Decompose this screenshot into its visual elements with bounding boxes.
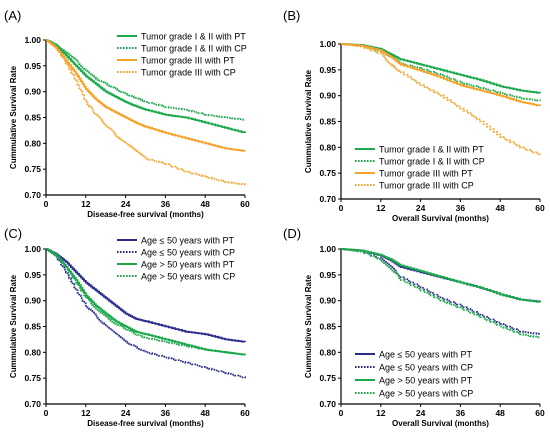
y-tick-label: 0.95 — [319, 65, 336, 75]
series-line-2 — [46, 248, 246, 379]
y-axis-title: Cummulative Survival Rate — [304, 69, 313, 173]
legend-label: Tumor grade III with PT — [379, 169, 473, 179]
y-tick-label: 0.85 — [24, 322, 41, 332]
x-tick-label: 0 — [339, 203, 344, 213]
y-tick-label: 1.00 — [24, 244, 41, 254]
x-tick-label: 48 — [200, 199, 210, 209]
x-tick-label: 0 — [44, 199, 49, 209]
chart-panel-d: (D) 0.70 0.75 0.80 0.85 0.90 0.95 1.00 0 12 24 36 48… — [283, 226, 545, 428]
series-line-2 — [341, 248, 541, 335]
legend-label: Tumor grade III with CP — [141, 68, 236, 78]
y-tick-label: 1.00 — [319, 39, 336, 49]
x-tick-label: 12 — [376, 203, 386, 213]
series-line-1 — [46, 248, 246, 343]
x-tick-label: 0 — [339, 408, 344, 418]
legend-label: Age > 50 years with CP — [379, 389, 473, 399]
x-tick-label: 48 — [495, 203, 505, 213]
x-tick-label: 60 — [535, 203, 545, 213]
series-line-4 — [46, 248, 246, 356]
y-axis-title: Cummulative Survival Rate — [9, 65, 18, 169]
series-line-3 — [46, 39, 246, 152]
series-line-4 — [341, 43, 541, 156]
x-tick-label: 48 — [200, 408, 210, 418]
y-tick-label: 0.90 — [24, 296, 41, 306]
x-tick-label: 48 — [495, 408, 505, 418]
legend-label: Tumor grade I & II with CP — [141, 44, 247, 54]
y-tick-label: 0.80 — [319, 347, 336, 357]
y-tick-label: 0.75 — [24, 373, 41, 383]
series-line-2 — [341, 43, 541, 102]
y-tick-label: 0.85 — [319, 322, 336, 332]
y-tick-label: 0.75 — [319, 168, 336, 178]
series-line-3 — [341, 248, 541, 303]
legend-label: Tumor grade I & II with PT — [141, 32, 246, 42]
y-tick-label: 0.85 — [319, 117, 336, 127]
panel-label: (A) — [4, 8, 21, 23]
y-axis-title: Cummulative Survival Rate — [304, 274, 313, 378]
x-tick-label: 12 — [81, 408, 91, 418]
x-tick-label: 24 — [121, 199, 131, 209]
y-tick-label: 0.70 — [24, 399, 41, 409]
x-tick-label: 36 — [161, 408, 171, 418]
x-axis-title: Disease-free survival (months) — [87, 210, 204, 219]
chart-panel-b: (B) 0.70 0.75 0.80 0.85 0.90 0.95 1.00 0 12 24 36 48… — [283, 8, 545, 223]
x-tick-label: 12 — [81, 199, 91, 209]
x-tick-label: 60 — [240, 408, 250, 418]
y-tick-label: 0.95 — [24, 270, 41, 280]
y-tick-label: 0.80 — [319, 142, 336, 152]
chart-panel-c: (C) 0.70 0.75 0.80 0.85 0.90 0.95 1.00 0 12 24 36 48… — [4, 226, 250, 428]
y-tick-label: 0.90 — [319, 91, 336, 101]
y-tick-label: 0.70 — [319, 194, 336, 204]
y-tick-label: 0.70 — [319, 399, 336, 409]
x-tick-label: 12 — [376, 408, 386, 418]
legend-label: Age ≤ 50 years with PT — [379, 350, 472, 360]
y-tick-label: 1.00 — [319, 244, 336, 254]
x-tick-label: 36 — [161, 199, 171, 209]
series-line-2 — [46, 39, 246, 121]
y-tick-label: 0.95 — [24, 61, 41, 71]
y-axis-title: Cummulative Survival Rate — [9, 274, 18, 378]
y-tick-label: 0.90 — [319, 296, 336, 306]
legend-label: Age > 50 years with PT — [379, 376, 473, 386]
x-tick-label: 0 — [44, 408, 49, 418]
series-line-4 — [46, 39, 246, 186]
y-tick-label: 0.80 — [24, 347, 41, 357]
legend-label: Age ≤ 50 years with PT — [141, 236, 234, 246]
x-tick-label: 24 — [416, 203, 426, 213]
chart-panel-a: (A) 0.70 0.75 0.80 0.85 0.90 0.95 1.00 0 12 24 36 48… — [4, 8, 250, 219]
x-tick-label: 36 — [456, 408, 466, 418]
x-tick-label: 60 — [535, 408, 545, 418]
legend-label: Tumor grade I & II with CP — [379, 157, 485, 167]
y-tick-label: 1.00 — [24, 35, 41, 45]
series-line-3 — [341, 43, 541, 107]
y-tick-label: 0.95 — [319, 270, 336, 280]
legend-label: Age ≤ 50 years with CP — [141, 248, 235, 258]
x-tick-label: 24 — [416, 408, 426, 418]
legend-label: Age > 50 years with CP — [141, 272, 235, 282]
panel-label: (C) — [4, 226, 22, 241]
y-tick-label: 0.90 — [24, 87, 41, 97]
y-tick-label: 0.75 — [24, 164, 41, 174]
legend-label: Tumor grade III with CP — [379, 181, 474, 191]
legend-label: Tumor grade I & II with PT — [379, 145, 484, 155]
legend-label: Tumor grade III with PT — [141, 56, 235, 66]
x-tick-label: 24 — [121, 408, 131, 418]
legend-label: Age > 50 years with PT — [141, 260, 235, 270]
x-axis-title: Disease-free survival (months) — [87, 419, 204, 428]
panel-label: (B) — [283, 8, 300, 23]
y-tick-label: 0.80 — [24, 138, 41, 148]
legend-label: Age ≤ 50 years with CP — [379, 363, 473, 373]
y-tick-label: 0.70 — [24, 190, 41, 200]
series-line-1 — [46, 39, 246, 133]
panel-label: (D) — [283, 226, 301, 241]
x-tick-label: 60 — [240, 199, 250, 209]
x-axis-title: Overall Survival (months) — [392, 419, 489, 428]
y-tick-label: 0.85 — [24, 113, 41, 123]
series-line-4 — [341, 248, 541, 339]
x-axis-title: Overall Survival (months) — [392, 214, 489, 223]
y-tick-label: 0.75 — [319, 373, 336, 383]
x-tick-label: 36 — [456, 203, 466, 213]
